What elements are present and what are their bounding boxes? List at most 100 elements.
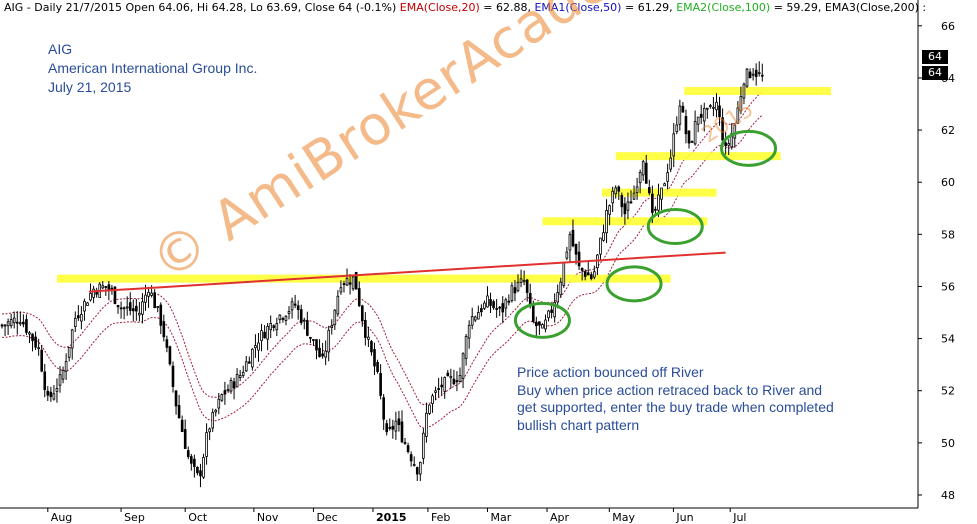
candle-body — [272, 325, 276, 328]
candle-body — [589, 274, 593, 279]
ticker-label: AIG — [48, 41, 73, 57]
candle-body — [455, 380, 459, 383]
note-line-4: bullish chart pattern — [517, 416, 640, 433]
price-tag-close: 64 — [922, 66, 948, 80]
candle-body — [449, 376, 453, 379]
candle-body — [211, 412, 214, 429]
candle-body — [165, 339, 169, 348]
y-tick-label: 58 — [941, 228, 955, 241]
x-tick-label: Jul — [732, 511, 746, 524]
candle-body — [193, 458, 196, 467]
candle-body — [742, 83, 746, 99]
candle-body — [52, 393, 56, 400]
candle-body — [654, 208, 657, 211]
support-circle — [646, 208, 704, 246]
candle-body — [702, 108, 706, 122]
candle-body — [281, 318, 285, 320]
candle-body — [284, 315, 288, 321]
candle-body — [238, 375, 242, 378]
candle-body — [672, 133, 676, 157]
candle-body — [180, 419, 184, 433]
candle-body — [336, 295, 340, 315]
candle-body — [412, 464, 416, 466]
candle-body — [80, 313, 83, 322]
candle-body — [150, 292, 153, 296]
candle-body — [357, 288, 361, 307]
y-tick-label: 50 — [941, 437, 955, 450]
candle-body — [382, 397, 385, 420]
candle-body — [706, 107, 709, 110]
candle-body — [128, 302, 132, 311]
candle-body — [739, 96, 743, 112]
candle-body — [373, 349, 376, 367]
candle-body — [644, 162, 648, 184]
candle-body — [486, 295, 489, 308]
candle-body — [394, 420, 398, 432]
candle-body — [83, 300, 86, 312]
candle-body — [647, 187, 651, 194]
candle-body — [626, 201, 630, 211]
candle-body — [733, 124, 737, 139]
candle-body — [608, 205, 611, 215]
candle-body — [431, 395, 434, 404]
candle-body — [696, 116, 700, 125]
candle-body — [757, 72, 761, 75]
note-line-3: get supported, enter the buy trade when … — [517, 399, 834, 415]
candle-body — [467, 324, 471, 339]
candle-body — [693, 121, 697, 145]
candle-body — [296, 305, 300, 310]
candle-body — [602, 232, 605, 241]
candle-body — [70, 329, 74, 349]
candle-body — [64, 361, 68, 372]
candle-body — [571, 229, 575, 247]
candle-body — [550, 309, 553, 314]
candle-body — [519, 278, 523, 283]
candle-body — [748, 71, 752, 79]
x-tick-label: Oct — [188, 511, 208, 524]
candle-body — [464, 335, 468, 359]
x-tick-label: Nov — [257, 511, 279, 524]
candle-body — [418, 462, 422, 475]
candle-body — [196, 466, 199, 474]
support-circle — [605, 265, 663, 303]
price-tag-last: 64 — [922, 50, 948, 64]
candle-body — [248, 361, 251, 364]
y-tick-label: 54 — [941, 333, 955, 346]
candle-body — [574, 243, 578, 255]
candle-body — [266, 326, 269, 340]
candle-body — [199, 470, 202, 477]
candle-body — [315, 339, 318, 351]
candle-body — [397, 418, 401, 425]
candle-body — [55, 388, 59, 392]
x-tick-label: Feb — [431, 511, 450, 524]
candle-body — [736, 107, 740, 124]
candle-body — [217, 398, 221, 409]
candle-body — [205, 432, 208, 457]
ema50-label: EMA1(Close,50) — [534, 1, 622, 14]
candle-body — [611, 190, 614, 204]
candle-body — [473, 316, 477, 321]
candle-body — [364, 319, 367, 338]
candle-body — [330, 325, 334, 329]
candle-body — [461, 353, 465, 379]
candle-body — [660, 187, 663, 200]
candle-body — [690, 141, 694, 143]
y-tick-label: 52 — [941, 385, 955, 398]
candle-body — [718, 105, 721, 118]
candle-body — [568, 234, 572, 251]
trend-line — [88, 251, 726, 293]
candle-body — [415, 467, 419, 475]
candle-body — [629, 201, 633, 204]
candle-body — [214, 409, 218, 413]
candle-body — [348, 282, 352, 285]
candle-body — [119, 307, 123, 310]
candle-body — [422, 432, 425, 459]
candle-body — [553, 301, 556, 318]
candle-body — [43, 371, 47, 391]
candle-body — [531, 305, 535, 322]
x-tick-label: Apr — [550, 511, 570, 524]
support-circle — [513, 301, 571, 339]
candle-body — [104, 286, 108, 288]
candle-body — [299, 309, 303, 323]
